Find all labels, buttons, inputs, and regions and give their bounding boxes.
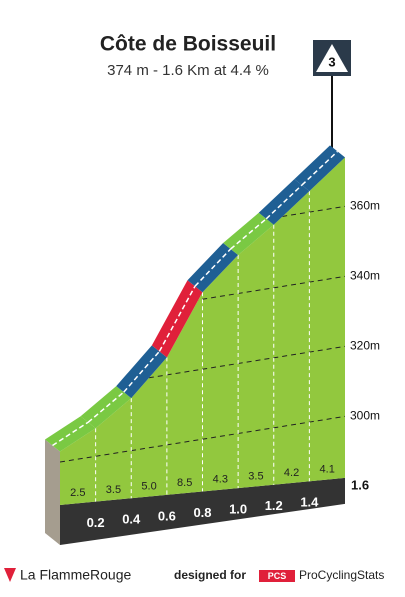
band-centerline [265, 184, 303, 220]
category-badge: 3 [313, 40, 351, 148]
x-tick-label: 1.4 [300, 495, 319, 510]
gradient-label: 2.5 [70, 487, 85, 499]
x-tick-label: 1.2 [265, 498, 283, 513]
gradient-label: 4.2 [284, 467, 299, 479]
brand-logo [4, 568, 16, 582]
y-tick-label: 320m [350, 339, 380, 353]
side [45, 439, 60, 545]
designed-for: designed for [174, 568, 246, 582]
gradient-label: 4.1 [320, 464, 335, 476]
x-tick-label: 0.6 [158, 508, 176, 523]
y-tick-label: 300m [350, 409, 380, 423]
segment-band [80, 386, 132, 429]
brand: La FlammeRouge [20, 567, 131, 583]
gradient-label: 3.5 [248, 470, 263, 482]
band-centerline [52, 421, 89, 447]
x-tick-label: 0.4 [122, 512, 141, 527]
pcs-label: PCS [268, 571, 287, 581]
badge-triangle [316, 44, 348, 72]
x-tick-label: 1.6 [351, 477, 369, 492]
band-centerline [123, 350, 160, 393]
site: ProCyclingStats [299, 568, 384, 582]
chart-subtitle: 374 m - 1.6 Km at 4.4 % [107, 62, 269, 79]
y-tick-label: 360m [350, 199, 380, 213]
gradient-label: 5.0 [141, 480, 156, 492]
band-centerline [301, 150, 339, 186]
base-strip [60, 477, 345, 545]
chart-title: Côte de Boisseuil [100, 33, 276, 56]
x-tick-label: 1.0 [229, 502, 247, 517]
badge-label: 3 [328, 54, 335, 69]
x-tick-label: 0.2 [87, 515, 105, 530]
gradient-label: 3.5 [106, 484, 121, 496]
segment-band [151, 280, 203, 358]
x-tick-label: 0.8 [193, 505, 211, 520]
footer: La FlammeRouge designed for PCS ProCycli… [4, 567, 384, 583]
pcs-logo [259, 570, 295, 582]
gradient-label: 8.5 [177, 477, 192, 489]
band-centerline [194, 248, 232, 287]
gradient-label: 4.3 [213, 474, 228, 486]
y-tick-label: 340m [350, 269, 380, 283]
band-centerline [158, 285, 196, 352]
segment-band [223, 212, 274, 255]
